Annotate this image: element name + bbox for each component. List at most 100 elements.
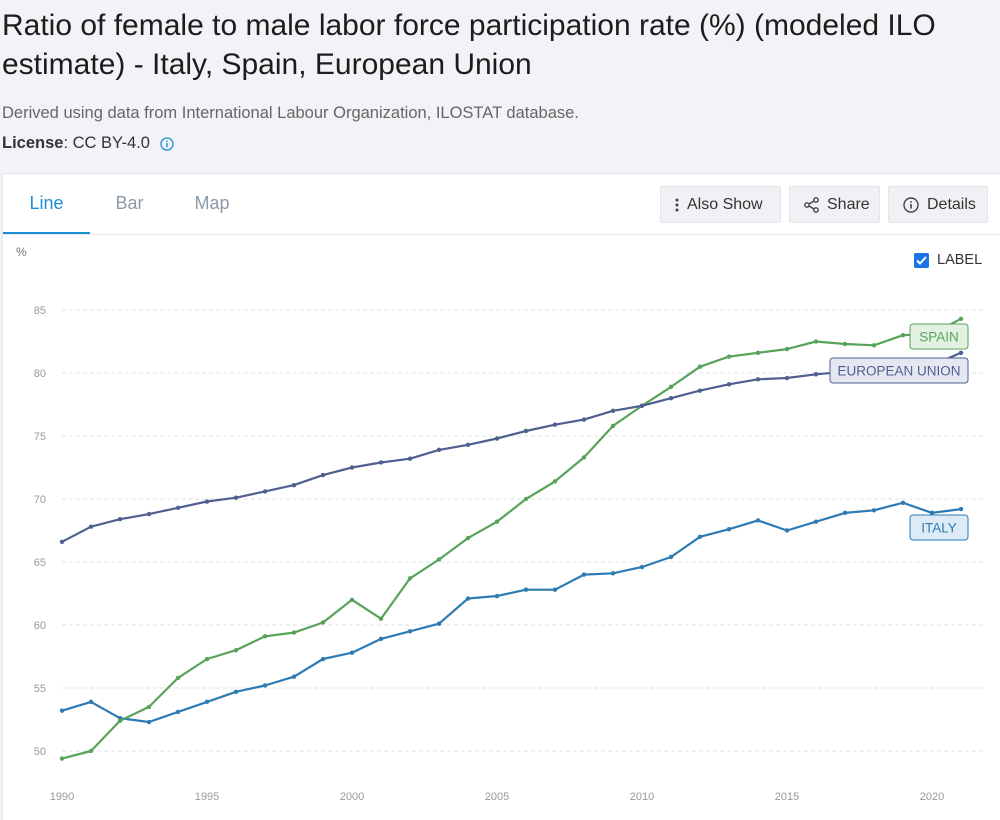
data-point-italy — [581, 572, 587, 577]
data-point-european-union — [233, 495, 239, 500]
data-point-italy — [146, 719, 152, 725]
data-point-italy — [552, 587, 558, 592]
data-point-spain — [204, 656, 210, 662]
data-point-italy — [494, 593, 500, 599]
data-point-spain — [175, 675, 181, 681]
series-label-italy: ITALY — [921, 521, 957, 536]
series-label-european-union: EUROPEAN UNION — [837, 364, 960, 379]
data-point-spain — [755, 350, 761, 356]
chart-tabs: Line Bar Map — [3, 174, 255, 235]
info-circle-icon[interactable] — [160, 136, 174, 151]
data-point-italy — [871, 508, 877, 513]
x-tick-label: 1995 — [195, 791, 219, 803]
license-label: License — [2, 134, 64, 152]
data-point-spain — [291, 630, 297, 635]
label-toggle-text: LABEL — [937, 252, 983, 268]
tab-line[interactable]: Line — [3, 174, 90, 235]
data-point-spain — [523, 496, 529, 502]
data-point-spain — [697, 364, 703, 369]
data-point-italy — [697, 534, 703, 539]
x-tick-label: 2015 — [775, 791, 799, 803]
y-tick-label: 50 — [34, 746, 46, 758]
data-point-european-union — [320, 472, 326, 478]
data-point-italy — [523, 587, 529, 592]
data-point-spain — [88, 748, 94, 754]
data-point-spain — [494, 519, 500, 524]
data-point-spain — [668, 384, 674, 390]
data-point-spain — [436, 557, 442, 562]
share-label: Share — [827, 195, 870, 213]
data-point-italy — [320, 656, 326, 662]
data-point-european-union — [349, 465, 355, 470]
data-point-european-union — [755, 377, 761, 382]
tab-bar[interactable]: Bar — [115, 192, 144, 213]
data-point-spain — [262, 634, 268, 639]
x-tick-label: 2005 — [485, 791, 509, 803]
data-point-italy — [233, 689, 239, 694]
data-point-european-union — [813, 372, 819, 377]
data-point-european-union — [697, 388, 703, 393]
details-label: Details — [927, 195, 976, 213]
series-tag-european-union — [829, 357, 969, 384]
share-icon — [804, 196, 819, 213]
checkbox-checked-icon[interactable] — [914, 252, 929, 268]
y-tick-label: 80 — [34, 368, 46, 380]
data-point-european-union — [59, 539, 65, 545]
data-point-italy — [784, 528, 790, 533]
license-line: License : CC BY-4.0 — [2, 134, 174, 153]
data-point-european-union — [117, 516, 123, 522]
data-point-italy — [291, 674, 297, 679]
x-tick-label: 2000 — [340, 791, 364, 803]
data-point-italy — [639, 564, 645, 570]
info-circle-icon — [903, 196, 919, 213]
series-line-italy — [61, 501, 962, 724]
data-point-italy — [436, 621, 442, 626]
data-point-spain — [146, 704, 152, 710]
tabs-divider — [3, 234, 1000, 235]
data-point-spain — [407, 576, 413, 581]
data-point-spain — [900, 333, 906, 338]
data-point-european-union — [668, 396, 674, 401]
y-tick-label: 55 — [34, 683, 46, 695]
data-point-italy — [407, 629, 413, 634]
data-point-spain — [813, 339, 819, 344]
series-tag-italy — [909, 514, 969, 541]
data-point-spain — [552, 479, 558, 484]
data-point-european-union — [523, 428, 529, 434]
data-point-spain — [784, 346, 790, 352]
data-point-european-union — [175, 505, 181, 511]
tab-map[interactable]: Map — [194, 192, 230, 213]
details-button[interactable]: Details — [888, 186, 988, 223]
data-point-italy — [88, 699, 94, 705]
chart-card: Line Bar Map Also Show Share Details LAB… — [2, 173, 1000, 820]
data-point-spain — [320, 620, 326, 625]
data-point-european-union — [407, 456, 413, 461]
share-button[interactable]: Share — [789, 186, 880, 223]
data-point-italy — [755, 518, 761, 523]
data-point-european-union — [494, 436, 500, 441]
data-point-spain — [117, 718, 123, 723]
also-show-button[interactable]: Also Show — [660, 186, 781, 223]
series-line-european-union — [61, 351, 962, 543]
data-point-spain — [233, 648, 239, 653]
data-point-italy — [175, 709, 181, 715]
y-unit-label: % — [16, 245, 27, 259]
label-toggle[interactable]: LABEL — [914, 252, 982, 268]
data-point-spain — [59, 756, 65, 761]
data-point-european-union — [552, 422, 558, 427]
data-point-spain — [581, 455, 587, 460]
vertical-dots-icon — [675, 198, 679, 212]
data-point-spain — [726, 354, 732, 359]
data-point-italy — [262, 683, 268, 688]
data-point-spain — [871, 343, 877, 348]
also-show-label: Also Show — [687, 195, 763, 213]
y-tick-label: 75 — [34, 431, 46, 443]
data-point-italy — [465, 596, 471, 601]
data-point-italy — [668, 554, 674, 560]
data-point-european-union — [639, 403, 645, 408]
x-tick-label: 1990 — [50, 791, 74, 803]
data-point-european-union — [581, 417, 587, 422]
source-note: Derived using data from International La… — [2, 104, 579, 122]
data-point-european-union — [291, 482, 297, 488]
